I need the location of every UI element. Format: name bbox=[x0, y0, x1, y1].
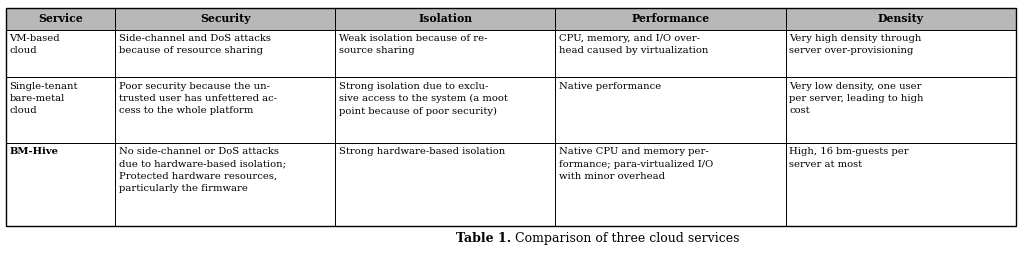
Bar bbox=[6, 8, 115, 29]
Text: Table 1.: Table 1. bbox=[456, 232, 511, 245]
Bar bbox=[6, 143, 115, 226]
Text: VM-based
cloud: VM-based cloud bbox=[9, 34, 60, 55]
Text: BM-Hive: BM-Hive bbox=[9, 148, 58, 157]
Text: Service: Service bbox=[38, 13, 83, 24]
Text: Security: Security bbox=[200, 13, 250, 24]
Bar bbox=[335, 77, 555, 143]
Text: Density: Density bbox=[878, 13, 924, 24]
Bar bbox=[555, 143, 786, 226]
Text: Isolation: Isolation bbox=[418, 13, 472, 24]
Text: Strong isolation due to exclu-
sive access to the system (a moot
point because o: Strong isolation due to exclu- sive acce… bbox=[338, 82, 508, 116]
Text: Very high density through
server over-provisioning: Very high density through server over-pr… bbox=[789, 34, 922, 55]
Text: No side-channel or DoS attacks
due to hardware-based isolation;
Protected hardwa: No side-channel or DoS attacks due to ha… bbox=[119, 148, 285, 193]
Text: Native CPU and memory per-
formance; para-virtualized I/O
with minor overhead: Native CPU and memory per- formance; par… bbox=[559, 148, 713, 181]
Bar bbox=[555, 77, 786, 143]
Bar bbox=[555, 29, 786, 77]
Text: Performance: Performance bbox=[632, 13, 709, 24]
Text: Very low density, one user
per server, leading to high
cost: Very low density, one user per server, l… bbox=[789, 82, 924, 115]
Text: CPU, memory, and I/O over-
head caused by virtualization: CPU, memory, and I/O over- head caused b… bbox=[559, 34, 708, 55]
Bar bbox=[786, 29, 1016, 77]
Text: Strong hardware-based isolation: Strong hardware-based isolation bbox=[338, 148, 505, 157]
Bar bbox=[786, 77, 1016, 143]
Text: Native performance: Native performance bbox=[559, 82, 661, 91]
Bar bbox=[555, 8, 786, 29]
Bar bbox=[115, 29, 335, 77]
Bar bbox=[786, 143, 1016, 226]
Text: Single-tenant
bare-metal
cloud: Single-tenant bare-metal cloud bbox=[9, 82, 78, 115]
Bar bbox=[115, 143, 335, 226]
Text: Side-channel and DoS attacks
because of resource sharing: Side-channel and DoS attacks because of … bbox=[119, 34, 271, 55]
Bar bbox=[335, 8, 555, 29]
Bar bbox=[786, 8, 1016, 29]
Text: Comparison of three cloud services: Comparison of three cloud services bbox=[511, 232, 740, 245]
Bar bbox=[115, 77, 335, 143]
Bar bbox=[115, 8, 335, 29]
Bar bbox=[6, 8, 1016, 226]
Text: High, 16 bm-guests per
server at most: High, 16 bm-guests per server at most bbox=[789, 148, 909, 169]
Bar bbox=[335, 143, 555, 226]
Bar bbox=[6, 29, 115, 77]
Text: Poor security because the un-
trusted user has unfettered ac-
cess to the whole : Poor security because the un- trusted us… bbox=[119, 82, 277, 115]
Bar bbox=[335, 29, 555, 77]
Text: Weak isolation because of re-
source sharing: Weak isolation because of re- source sha… bbox=[338, 34, 487, 55]
Bar bbox=[6, 77, 115, 143]
